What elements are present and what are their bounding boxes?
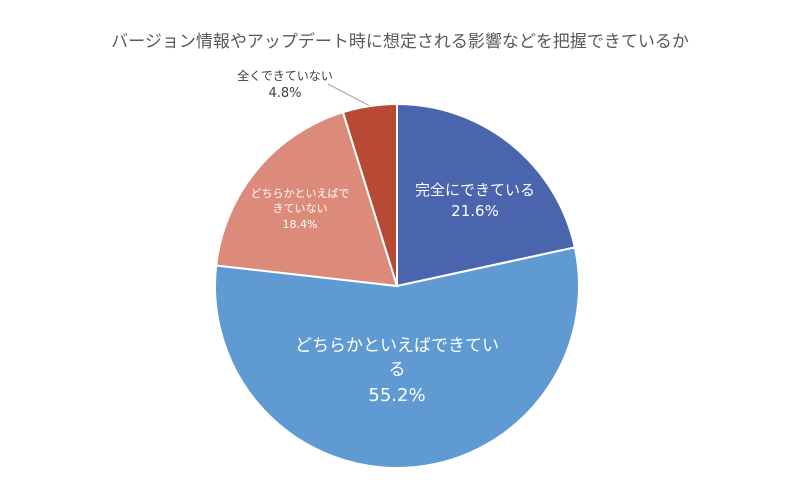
value-label: 55.2% — [368, 384, 426, 406]
value-label: 18.4% — [282, 217, 318, 231]
slice-label: 全くできていない 4.8% — [215, 68, 355, 103]
pie-slice — [341, 102, 398, 287]
leader-line — [327, 83, 371, 107]
slice-label: 完全にできている 21.6% — [400, 180, 550, 222]
category-label: どちらかといえばできていない — [250, 187, 350, 216]
chart-title: バージョン情報やアップデート時に想定される影響などを把握できているか — [111, 31, 689, 52]
category-label: 全くできていない — [237, 69, 333, 83]
slice-label: どちらかといえばできている 55.2% — [287, 335, 507, 408]
value-label: 21.6% — [451, 202, 499, 220]
category-label: どちらかといえばできている — [295, 336, 499, 380]
category-label: 完全にできている — [414, 181, 535, 199]
slice-label-box: 全くできていない 4.8% — [215, 68, 355, 103]
slice-label-box: どちらかといえばできていない 18.4% — [250, 186, 350, 232]
slice-label-box: どちらかといえばできている 55.2% — [287, 335, 507, 408]
value-label: 4.8% — [268, 85, 302, 101]
pie-slice — [214, 246, 580, 469]
slice-label-box: 完全にできている 21.6% — [400, 180, 550, 222]
pie-slice — [396, 102, 577, 288]
pie-slice — [215, 110, 399, 288]
